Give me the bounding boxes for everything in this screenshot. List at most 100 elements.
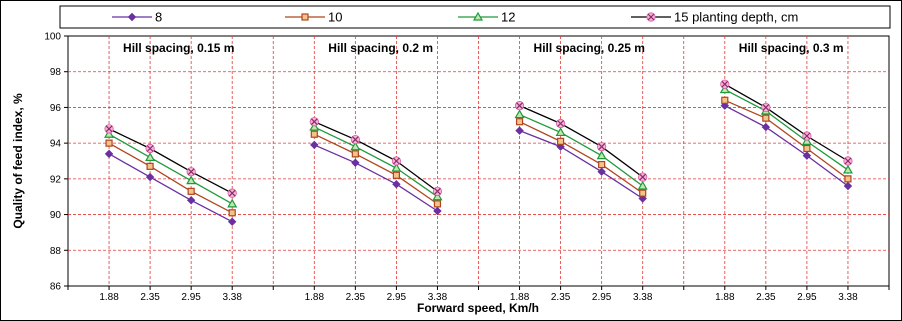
data-point — [391, 156, 401, 166]
y-tick-label: 90 — [50, 210, 62, 221]
data-point — [555, 127, 566, 137]
data-point — [392, 171, 400, 179]
series-line — [108, 142, 233, 214]
series-line — [724, 105, 849, 187]
data-point — [186, 167, 196, 177]
x-axis: 1.88 2.35 2.95 3.38 1.88 2.35 2.95 3.38 1.88 2.35… — [67, 286, 890, 303]
legend-marker — [472, 11, 484, 21]
data-point — [186, 175, 197, 185]
data-point — [433, 206, 442, 216]
series-line — [108, 153, 233, 223]
x-tick-label: 1.88 — [715, 292, 735, 303]
y-tick-label: 94 — [50, 139, 62, 150]
data-point — [596, 150, 607, 160]
data-point — [351, 150, 359, 158]
legend-label: 8 — [155, 10, 162, 25]
series-line — [519, 130, 644, 200]
x-tick-label: 2.95 — [181, 292, 201, 303]
panel-label: Hill spacing, 0.25 m — [534, 41, 645, 55]
data-point — [515, 126, 524, 135]
series-line — [724, 99, 849, 180]
x-tick-label: 1.88 — [510, 292, 530, 303]
panel-labels: Hill spacing, 0.15 m Hill spacing, 0.2 m H… — [123, 41, 843, 55]
x-tick-label: 3.38 — [428, 292, 448, 303]
y-tick-label: 96 — [50, 103, 62, 114]
series-line — [519, 121, 644, 194]
x-tick-label: 2.95 — [387, 292, 407, 303]
data-point — [802, 151, 812, 160]
data-point — [842, 164, 853, 174]
legend-marker — [301, 13, 309, 21]
x-tick-label: 1.88 — [305, 292, 325, 303]
data-point — [145, 152, 156, 162]
legend-label: 12 — [501, 10, 515, 25]
legend: 8 10 12 15 planting depth, cm — [112, 10, 798, 25]
data-point — [433, 200, 442, 208]
data-point — [309, 117, 319, 127]
data-point — [598, 160, 606, 169]
legend-label: 10 — [328, 10, 342, 25]
data-point — [803, 144, 811, 153]
data-point — [638, 172, 648, 182]
legend-marker — [127, 12, 137, 22]
data-point — [310, 140, 319, 150]
y-tick-label: 92 — [50, 174, 62, 185]
x-tick-label: 1.88 — [99, 292, 119, 303]
data-point — [432, 191, 443, 201]
legend-label: 15 planting depth, cm — [674, 10, 798, 25]
y-tick-label: 100 — [44, 32, 61, 43]
data-point — [310, 130, 318, 138]
series-line — [519, 113, 644, 187]
series-line — [108, 133, 233, 205]
series-line — [314, 126, 438, 198]
y-tick-label: 98 — [50, 67, 62, 78]
data-point — [432, 186, 443, 196]
data-point — [392, 180, 401, 189]
data-point — [309, 121, 320, 131]
data-point — [801, 136, 812, 145]
series-line — [108, 128, 233, 194]
data-point — [844, 175, 852, 183]
data-point — [105, 139, 113, 147]
x-tick-label: 2.35 — [551, 292, 571, 303]
data-point — [227, 217, 237, 226]
x-tick-label: 2.35 — [346, 292, 366, 303]
panel-label: Hill spacing, 0.3 m — [739, 41, 844, 55]
data-point — [145, 172, 155, 182]
data-point — [186, 196, 196, 205]
x-axis-title: Forward speed, Km/h — [417, 301, 539, 315]
data-point — [639, 189, 647, 197]
data-point — [145, 143, 155, 154]
data-point — [104, 149, 114, 159]
data-point — [515, 118, 524, 126]
panel-label: Hill spacing, 0.15 m — [123, 41, 234, 55]
series-line — [724, 88, 849, 171]
x-tick-label: 2.95 — [797, 292, 817, 303]
x-tick-label: 2.35 — [140, 292, 160, 303]
data-point — [638, 194, 647, 203]
series-line — [314, 121, 438, 192]
series-line — [519, 105, 644, 178]
data-point — [514, 101, 525, 111]
data-point — [843, 156, 853, 166]
y-tick-label: 88 — [50, 246, 62, 257]
panel-label: Hill spacing, 0.2 m — [328, 41, 433, 55]
x-tick-label: 3.38 — [838, 292, 858, 303]
data-point — [556, 137, 565, 145]
series-line — [314, 133, 438, 205]
data-point — [637, 180, 648, 190]
data-point — [350, 134, 360, 145]
data-point — [104, 129, 115, 138]
data-point — [391, 162, 402, 172]
data-point — [514, 109, 525, 119]
y-axis-title: Quality of feed index, % — [11, 93, 25, 229]
data-point — [597, 167, 606, 176]
y-axis: 86 88 90 92 94 96 98 100 — [44, 32, 68, 293]
data-point — [227, 198, 238, 208]
data-point — [719, 84, 730, 94]
x-tick-label: 3.38 — [633, 292, 653, 303]
data-point — [721, 96, 729, 104]
data-point — [187, 187, 195, 195]
data-point — [802, 131, 812, 141]
